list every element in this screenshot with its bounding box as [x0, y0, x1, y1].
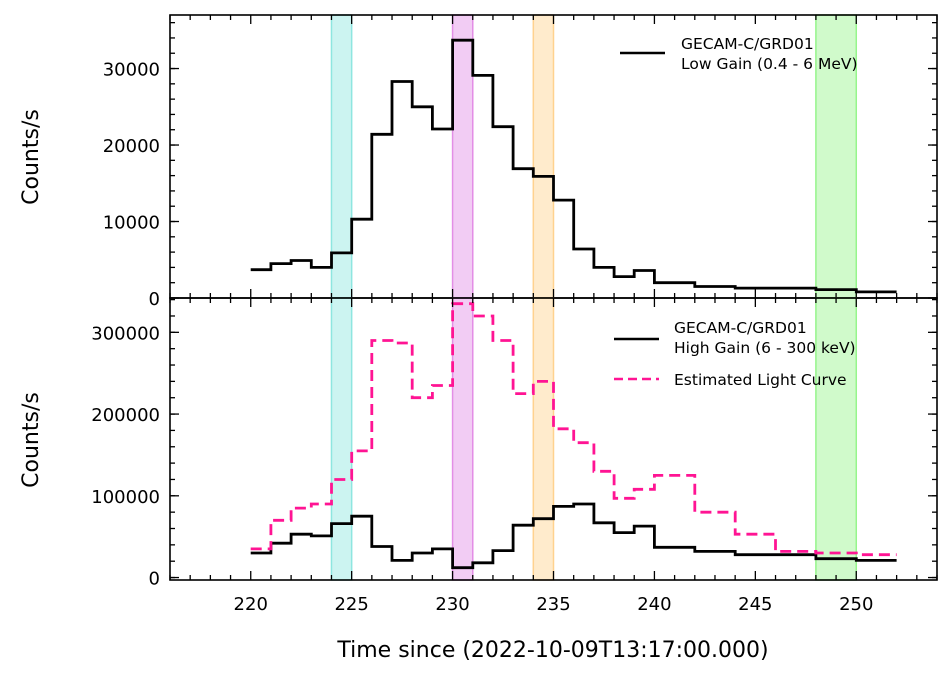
top-band-2 — [532, 14, 555, 299]
x-tick-label-4: 240 — [637, 594, 671, 615]
bottom-series-layer — [250, 302, 897, 570]
x-tick-label-3: 235 — [536, 594, 570, 615]
legend-label-high-gain-line1: GECAM-C/GRD01 — [674, 319, 807, 337]
bottom-series-1-line — [250, 302, 897, 557]
bottom-panel: 0 100000 200000 300000 Counts/s GECAM-C/GRD… — [19, 297, 938, 590]
top-panel: 0 10000 20000 30000 Counts/s GECAM-C/GRD01 L… — [19, 14, 938, 310]
top-ylabel: Counts/s — [19, 109, 44, 205]
bottom-band-0 — [330, 297, 353, 581]
bottom-ytick-label-3: 300000 — [91, 323, 160, 344]
legend-label-low-gain-line2: Low Gain (0.4 - 6 MeV) — [681, 55, 858, 73]
legend-label-high-gain: GECAM-C/GRD01 High Gain (6 - 300 keV) — [674, 319, 856, 357]
x-axis-label: Time since (2022-10-09T13:17:00.000) — [336, 638, 768, 663]
top-ticks: 0 10000 20000 30000 — [103, 15, 938, 310]
bottom-series-0-line — [250, 502, 897, 570]
bottom-band-2 — [532, 297, 555, 581]
bottom-legend: GECAM-C/GRD01 High Gain (6 - 300 keV) Est… — [614, 319, 856, 389]
bottom-ytick-label-2: 200000 — [91, 405, 160, 426]
top-legend: GECAM-C/GRD01 Low Gain (0.4 - 6 MeV) — [620, 35, 858, 73]
top-band-3 — [815, 14, 858, 299]
top-ytick-label-2: 20000 — [103, 136, 160, 157]
top-band-1 — [451, 14, 474, 299]
top-series-0-line — [250, 38, 897, 294]
top-ytick-label-0: 0 — [149, 289, 160, 310]
bottom-highlight-bands — [330, 297, 858, 581]
top-band-0 — [330, 14, 353, 299]
top-ytick-label-1: 10000 — [103, 213, 160, 234]
bottom-band-3 — [815, 297, 858, 581]
legend-label-high-gain-line2: High Gain (6 - 300 keV) — [674, 339, 856, 357]
legend-label-estimated: Estimated Light Curve — [674, 371, 847, 389]
top-highlight-bands — [330, 14, 858, 299]
bottom-ytick-label-0: 0 — [149, 569, 160, 590]
bottom-ylabel: Counts/s — [19, 392, 44, 488]
bottom-ytick-label-1: 100000 — [91, 487, 160, 508]
x-tick-label-5: 245 — [738, 594, 772, 615]
x-tick-label-2: 230 — [435, 594, 469, 615]
x-tick-labels: 220 225 230 235 240 245 250 — [234, 594, 874, 615]
legend-label-low-gain: GECAM-C/GRD01 Low Gain (0.4 - 6 MeV) — [681, 35, 858, 73]
x-tick-label-1: 225 — [334, 594, 368, 615]
legend-label-low-gain-line1: GECAM-C/GRD01 — [681, 35, 814, 53]
top-series-layer — [250, 38, 897, 294]
bottom-band-1 — [451, 297, 474, 581]
x-tick-label-0: 220 — [234, 594, 268, 615]
top-ytick-label-3: 30000 — [103, 60, 160, 81]
x-tick-label-6: 250 — [839, 594, 873, 615]
bottom-ticks: 0 100000 200000 300000 — [91, 298, 938, 590]
